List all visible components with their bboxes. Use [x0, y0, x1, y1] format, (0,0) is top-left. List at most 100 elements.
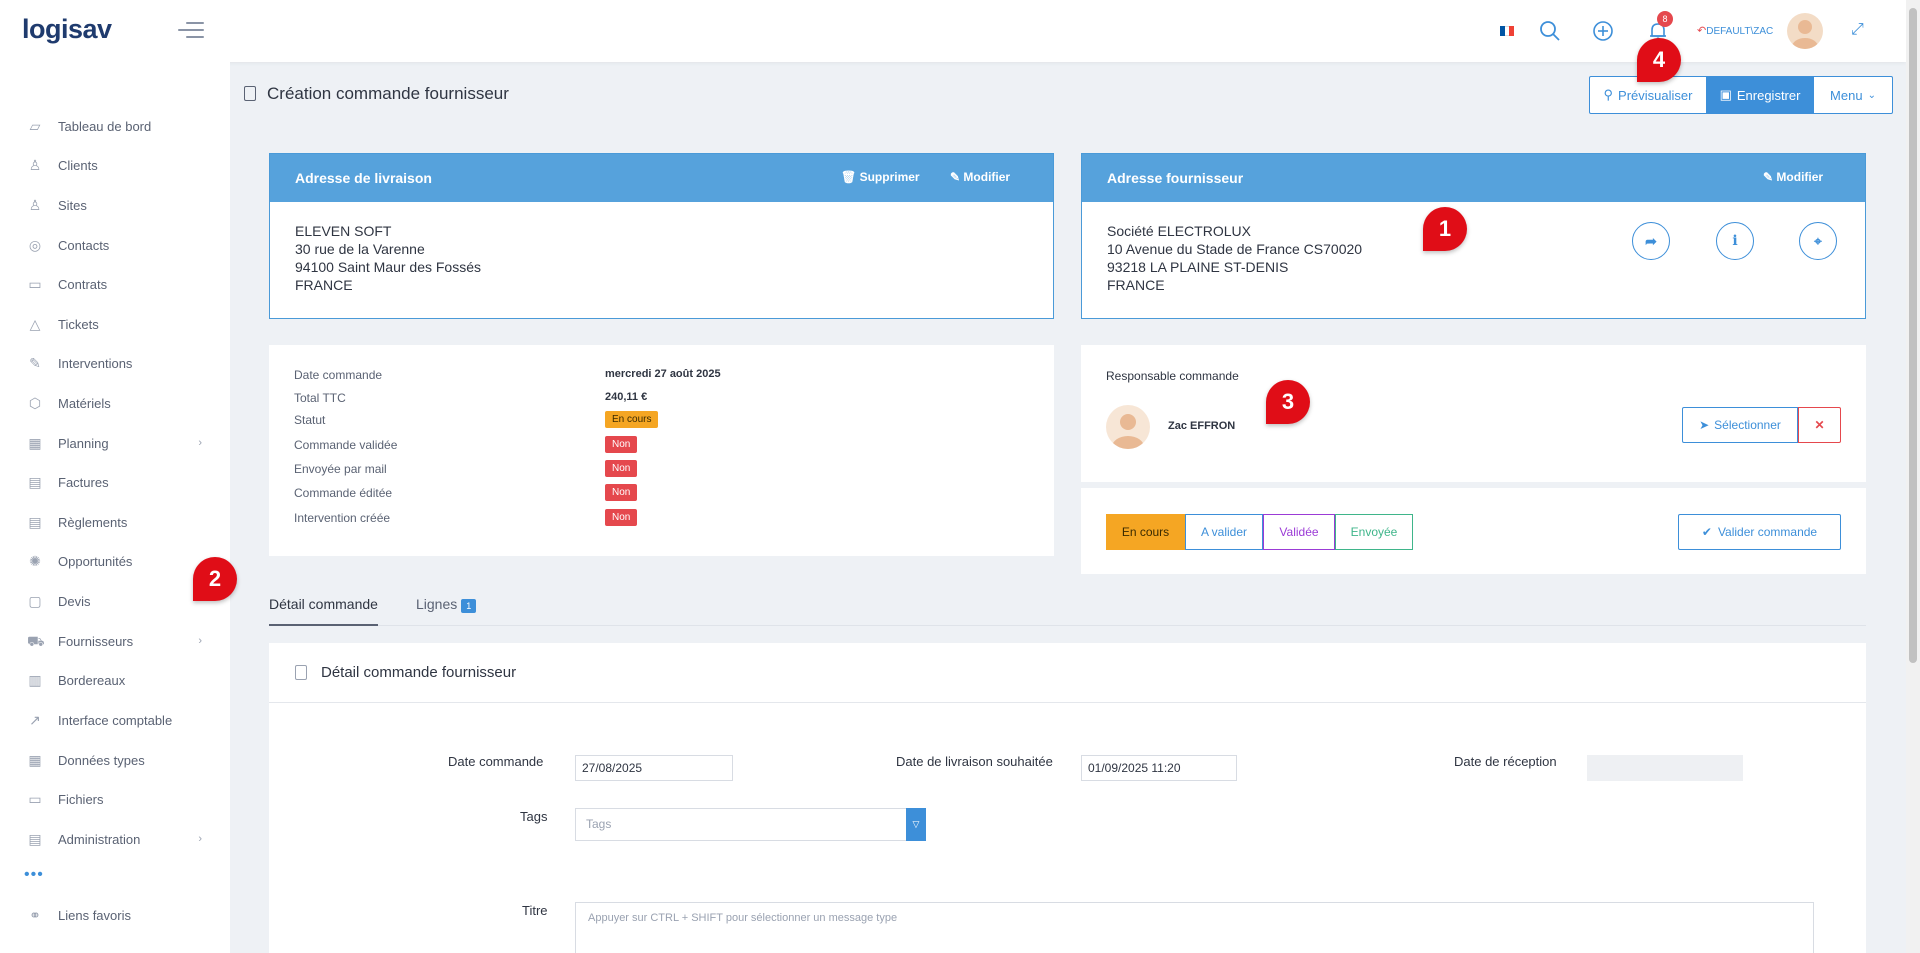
sidebar-item-label: Contacts	[58, 237, 110, 253]
sidebar-item-label: Administration	[58, 831, 141, 847]
sidebar-item[interactable]: ♙ Clients	[0, 148, 230, 182]
map-pin-icon[interactable]: ⌖	[1799, 222, 1837, 260]
responsible-card: Responsable commande Zac EFFRON ➤ Sélecti…	[1081, 345, 1866, 482]
user-avatar[interactable]	[1787, 13, 1823, 49]
status-badge: Non	[605, 436, 638, 453]
supplier-address-card: Adresse fournisseur ✎ Modifier Société E…	[1081, 153, 1866, 319]
address-line: ELEVEN SOFT	[295, 223, 392, 239]
sidebar-item[interactable]: ⬡ Matériels	[0, 386, 230, 420]
pencil-icon: ✎	[1763, 170, 1774, 184]
sidebar-item[interactable]: △ Tickets	[0, 307, 230, 341]
summary-label: Total TTC	[294, 391, 346, 405]
admin-icon: ▤	[28, 831, 42, 847]
sidebar-item-label: Tableau de bord	[58, 118, 152, 134]
step-number: 2	[208, 566, 222, 591]
status-pill: Non	[605, 460, 638, 477]
files-icon: ▭	[28, 791, 42, 807]
sidebar-item[interactable]: ▱ Tableau de bord	[0, 109, 230, 143]
tickets-icon: △	[29, 316, 41, 332]
chevron-down-icon[interactable]: ▽	[906, 808, 926, 841]
sidebar-item[interactable]: ▭ Contrats	[0, 267, 230, 301]
add-icon[interactable]	[1592, 20, 1614, 42]
sidebar-item[interactable]: ⛟ Fournisseurs ›	[0, 624, 230, 658]
order-date-input[interactable]: 27/08/2025	[575, 755, 733, 781]
workflow-state-button[interactable]: Validée	[1263, 514, 1335, 550]
step-marker-4: 4	[1637, 38, 1681, 82]
validate-order-button[interactable]: ✔ Valider commande	[1678, 514, 1841, 550]
responsible-avatar	[1106, 405, 1150, 449]
summary-value: 240,11 €	[605, 391, 648, 403]
external-link-icon: ↗	[29, 712, 41, 728]
step-number: 4	[1652, 47, 1666, 72]
sidebar-item-label: Interventions	[58, 355, 133, 371]
more-dots-icon[interactable]: •••	[24, 866, 44, 883]
title-input[interactable]: Appuyer sur CTRL + SHIFT pour sélectionn…	[575, 902, 1814, 953]
document-icon	[244, 86, 256, 101]
contracts-icon: ▭	[28, 276, 42, 292]
sidebar-item-favorites[interactable]: ⚭ Liens favoris	[0, 898, 230, 932]
sidebar-item[interactable]: ▦ Planning ›	[0, 426, 230, 460]
fullscreen-icon[interactable]: ⤢	[1851, 21, 1864, 38]
logo-text: logisav	[22, 14, 112, 44]
menu-button[interactable]: Menu ⌄	[1813, 76, 1893, 114]
edit-supplier-address-button[interactable]: ✎ Modifier	[1763, 170, 1823, 184]
workflow-state-button[interactable]: A valider	[1185, 514, 1263, 550]
address-line: 30 rue de la Varenne	[295, 241, 425, 257]
document-icon	[295, 665, 307, 680]
sidebar-item[interactable]: ▢ Devis	[0, 584, 230, 618]
delivery-date-input[interactable]: 01/09/2025 11:20	[1081, 755, 1237, 781]
delivery-address-body: ELEVEN SOFT 30 rue de la Varenne 94100 S…	[270, 202, 1053, 314]
tags-select[interactable]: Tags	[575, 808, 909, 841]
remove-responsible-button[interactable]: ✕	[1798, 407, 1841, 443]
reception-date-input[interactable]	[1587, 755, 1743, 781]
summary-value: mercredi 27 août 2025	[605, 368, 721, 380]
pencil-icon: ✎	[950, 170, 961, 184]
delete-address-button[interactable]: 🗑 Supprimer	[841, 170, 920, 184]
detail-tabs: Détail commande Lignes 1	[269, 588, 1866, 626]
summary-label: Commande validée	[294, 438, 398, 452]
trash-icon: 🗑	[841, 170, 857, 184]
clients-icon: ♙	[28, 157, 42, 173]
detail-header: Détail commande fournisseur	[269, 643, 1866, 703]
sidebar-item[interactable]: ▤ Factures	[0, 465, 230, 499]
workflow-card: En cours A valider Validée Envoyée ✔ Valider…	[1081, 488, 1866, 574]
workflow-state-button[interactable]: En cours	[1106, 514, 1185, 550]
share-icon[interactable]: ➦	[1632, 222, 1670, 260]
save-button[interactable]: ▣ Enregistrer	[1707, 76, 1813, 114]
sidebar-item[interactable]: ↗ Interface comptable	[0, 703, 230, 737]
logo[interactable]: logisav	[22, 14, 112, 45]
tags-label: Tags	[520, 809, 548, 824]
preview-button[interactable]: ⚲ Prévisualiser	[1589, 76, 1707, 114]
user-name: DEFAULT\ZAC	[1706, 26, 1774, 37]
sidebar-item[interactable]: ✺ Opportunités	[0, 544, 230, 578]
sidebar-item[interactable]: ♙ Sites	[0, 188, 230, 222]
tab-order-detail[interactable]: Détail commande	[269, 596, 378, 626]
link-icon: ⚭	[29, 907, 41, 923]
select-responsible-button[interactable]: ➤ Sélectionner	[1682, 407, 1798, 443]
search-icon: ⚲	[1603, 87, 1614, 102]
menu-toggle-icon[interactable]	[178, 22, 204, 40]
sidebar-item[interactable]: ▥ Bordereaux	[0, 663, 230, 697]
bordereaux-icon: ▥	[28, 672, 42, 688]
status-badge: En cours	[605, 411, 659, 428]
sidebar-item[interactable]: ▭ Fichiers	[0, 782, 230, 816]
sidebar-item[interactable]: ✎ Interventions	[0, 346, 230, 380]
status-pill: En cours	[605, 411, 659, 428]
truck-icon: ⛟	[27, 633, 45, 649]
sites-icon: ♙	[28, 197, 42, 213]
detail-title: Détail commande fournisseur	[321, 664, 517, 681]
user-switch-link[interactable]: ↶DEFAULT\ZAC	[1697, 24, 1773, 37]
edit-delivery-address-button[interactable]: ✎ Modifier	[950, 170, 1010, 184]
vertical-scrollbar[interactable]	[1906, 0, 1920, 953]
info-icon[interactable]: i	[1716, 222, 1754, 260]
status-pill: Non	[605, 509, 638, 526]
status-pill: Non	[605, 484, 638, 501]
workflow-state-button[interactable]: Envoyée	[1335, 514, 1413, 550]
search-icon[interactable]	[1539, 20, 1561, 42]
sidebar-item[interactable]: ◎ Contacts	[0, 228, 230, 262]
language-flag-icon[interactable]	[1500, 26, 1515, 36]
sidebar-item[interactable]: ▤ Administration ›	[0, 822, 230, 856]
sidebar-item[interactable]: ▤ Règlements	[0, 505, 230, 539]
sidebar-item[interactable]: ▦ Données types	[0, 743, 230, 777]
tab-lines[interactable]: Lignes 1	[416, 596, 477, 613]
